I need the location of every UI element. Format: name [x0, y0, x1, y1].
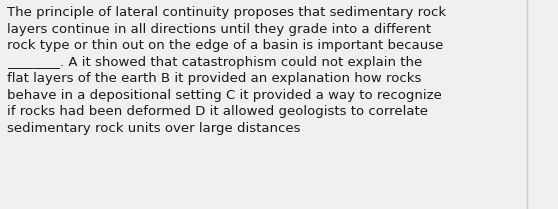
Text: The principle of lateral continuity proposes that sedimentary rock
layers contin: The principle of lateral continuity prop…: [7, 6, 446, 135]
